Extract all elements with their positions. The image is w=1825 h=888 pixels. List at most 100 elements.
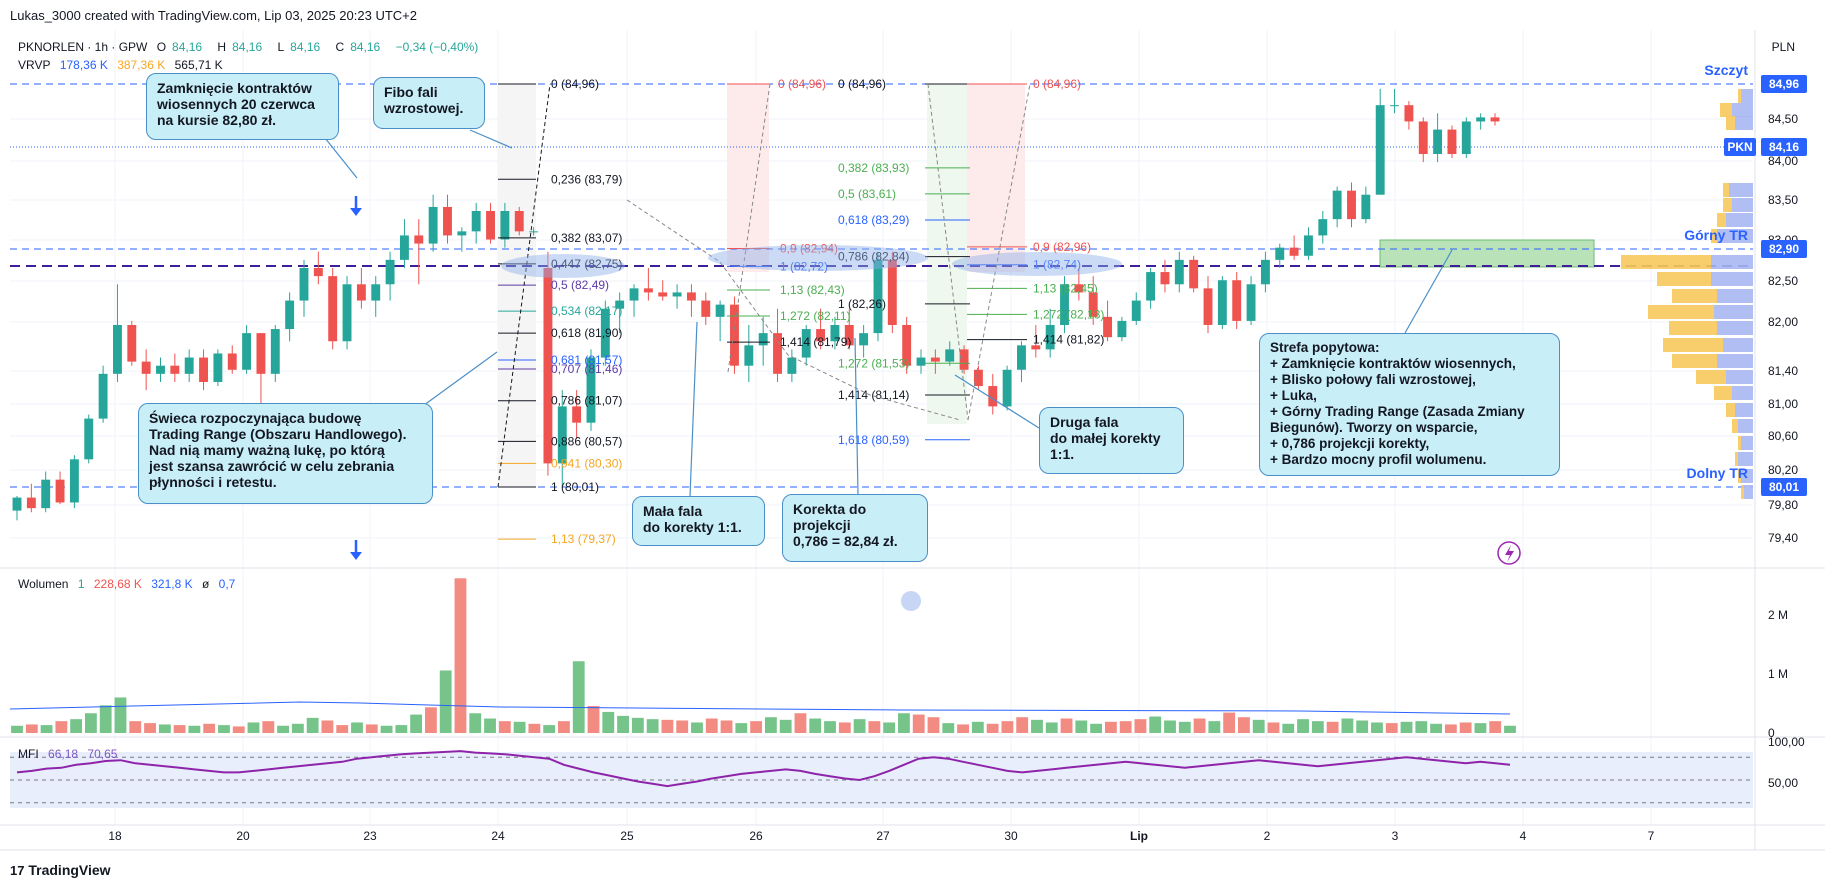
- price-badge-label: 84,16: [1769, 140, 1799, 154]
- price-tick-label: 81,00: [1768, 397, 1798, 411]
- volume-v5: 0,7: [218, 577, 236, 591]
- volume-bar: [306, 717, 319, 733]
- fib-mid-label: 0,618 (83,29): [838, 213, 909, 227]
- fib-mid-label: 1,618 (80,59): [838, 433, 909, 447]
- candle-body: [629, 288, 639, 301]
- vrvp-up-bar: [1726, 370, 1753, 384]
- callout-second-wave[interactable]: Druga fala do małej korekty 1:1.: [1039, 407, 1184, 474]
- mfi-legend[interactable]: MFI 66,18 70,65: [18, 747, 123, 761]
- currency-label[interactable]: PLN: [1771, 40, 1795, 54]
- volume-bar: [40, 725, 53, 733]
- candle-body: [686, 292, 696, 301]
- price-badge: [1761, 240, 1807, 258]
- candle-body: [199, 357, 208, 382]
- ohlc-open-value: 84,16: [172, 40, 203, 54]
- candle-body: [328, 276, 338, 342]
- candle-body: [801, 329, 811, 358]
- vrvp-down-bar: [1669, 321, 1717, 335]
- time-tick-label: 7: [1648, 829, 1655, 843]
- ohlc-open: O 84,16: [157, 40, 208, 54]
- candle-body: [1074, 284, 1084, 293]
- candle-body: [414, 235, 424, 244]
- ohlc-close-value: 84,16: [350, 40, 381, 54]
- candle-body: [1160, 272, 1170, 285]
- volume-bar: [1504, 725, 1516, 733]
- volume-legend[interactable]: Wolumen 1 228,68 K 321,8 K ø 0,7: [18, 577, 241, 591]
- candle-body: [873, 259, 883, 334]
- alert-lightning-icon: [1505, 545, 1514, 562]
- tradingview-logo[interactable]: 17 TradingView: [10, 862, 111, 878]
- candle-body: [1375, 105, 1385, 195]
- candle-body: [1447, 129, 1457, 155]
- vrvp-up-bar: [1729, 183, 1753, 197]
- candle-body: [342, 284, 352, 342]
- vrvp-up-bar: [1744, 485, 1753, 499]
- candle-body: [471, 211, 481, 232]
- vrvp-up-bar: [1714, 305, 1753, 319]
- price-tick-label: 80,60: [1768, 429, 1798, 443]
- volume-bar: [365, 724, 378, 733]
- candle-body: [184, 357, 194, 374]
- volume-bar: [277, 725, 289, 733]
- volume-bar: [1444, 724, 1457, 733]
- fib-main-label: 0,707 (81,46): [551, 362, 622, 376]
- volume-bar: [1134, 719, 1147, 733]
- vrvp-up-bar: [1735, 403, 1753, 417]
- volume-bar: [602, 711, 615, 733]
- mfi-v2: 70,65: [87, 747, 118, 761]
- callout-contracts[interactable]: Zamknięcie kontraktów wiosennych 20 czer…: [146, 73, 339, 140]
- time-tick-label: 25: [620, 829, 634, 843]
- candle-body: [1390, 105, 1400, 107]
- vrvp-down-bar: [1723, 183, 1729, 197]
- callout-line: + Luka,: [1270, 388, 1317, 403]
- fib-ext2-label: 1,414 (81,82): [1033, 333, 1104, 347]
- candle-body: [98, 373, 108, 419]
- volume-bar: [1208, 721, 1221, 733]
- volume-bar: [1356, 720, 1369, 733]
- vrvp-up-bar: [1732, 386, 1753, 400]
- price-badge-label: 84,96: [1769, 77, 1799, 91]
- callout-demand-zone[interactable]: Strefa popytowa: + Zamknięcie kontraktów…: [1259, 333, 1560, 476]
- fib-main-label: 0,534 (82,17): [551, 304, 622, 318]
- volume-bar: [1090, 723, 1103, 733]
- gap-highlight: [501, 254, 625, 278]
- vrvp-down-bar: [1723, 198, 1732, 212]
- vrvp-down-bar: [1621, 255, 1711, 269]
- volume-bar: [809, 718, 822, 733]
- volume-v4: ø: [201, 577, 210, 591]
- volume-bar: [1104, 721, 1117, 733]
- candle-body: [1146, 272, 1156, 301]
- symbol-legend[interactable]: PKNORLEN · 1h · GPW O 84,16 H 84,16 L 84,16…: [18, 40, 484, 54]
- volume-bar: [912, 714, 925, 733]
- volume-bar: [1400, 721, 1413, 733]
- symbol-tag: [1724, 138, 1756, 156]
- fib-mid-label: 0,5 (83,61): [838, 187, 896, 201]
- candle-body: [1289, 247, 1299, 256]
- candle-body: [643, 288, 653, 293]
- down-arrow-icon: [350, 552, 362, 560]
- candle-body: [1002, 369, 1012, 407]
- volume-bar: [1164, 720, 1176, 733]
- callout-small-wave[interactable]: Mała fala do korekty 1:1.: [632, 496, 765, 546]
- candle-body: [242, 333, 252, 370]
- callout-trading-range[interactable]: Świeca rozpoczynająca budowę Trading Ran…: [138, 403, 433, 504]
- volume-bar: [1252, 719, 1265, 733]
- price-badge: [1761, 478, 1807, 496]
- callout-correction[interactable]: Korekta do projekcji 0,786 = 82,84 zł.: [782, 494, 928, 562]
- volume-bar: [942, 723, 955, 733]
- candle-body: [1461, 121, 1471, 155]
- candle-body: [1404, 105, 1414, 122]
- candle-body: [830, 324, 840, 342]
- candle-body: [1232, 280, 1242, 321]
- volume-bar: [1238, 717, 1250, 733]
- callout-fibo[interactable]: Fibo fali wzrostowej.: [373, 77, 485, 129]
- candle-body: [213, 353, 223, 382]
- candle-body: [844, 324, 854, 346]
- vrvp-legend[interactable]: VRVP 178,36 K 387,36 K 565,71 K: [18, 58, 229, 72]
- candle-body: [12, 497, 22, 511]
- candle-body: [1174, 259, 1184, 285]
- fib-main-label: 0,941 (80,30): [551, 456, 622, 470]
- volume-bar: [1311, 721, 1324, 733]
- candle-body: [514, 211, 524, 232]
